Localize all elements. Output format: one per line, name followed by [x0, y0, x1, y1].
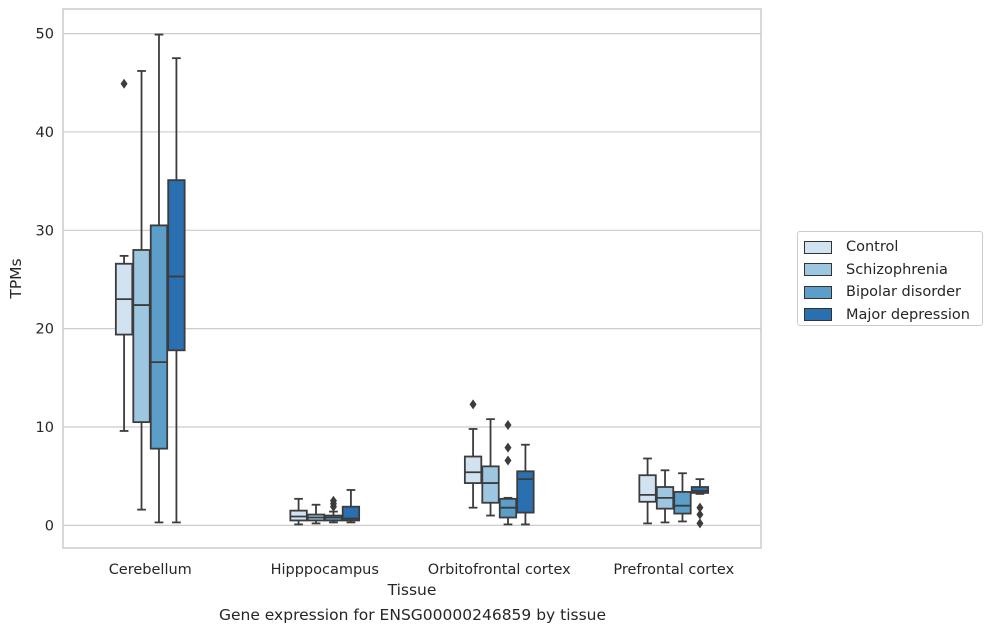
x-axis-label: Tissue — [387, 581, 437, 599]
legend-item-schizophrenia: Schizophrenia — [804, 259, 982, 282]
box-prefrontal-cortex-control — [638, 474, 657, 503]
box-orbitofrontal-cortex-control — [463, 455, 483, 484]
outlier-orbitofrontal-cortex-bipolar-disorder — [504, 420, 512, 431]
y-tick-label: 20 — [36, 322, 54, 338]
x-tick-label: Cerebellum — [109, 562, 192, 578]
box-prefrontal-cortex-major-depression — [690, 486, 710, 494]
box-orbitofrontal-cortex-schizophrenia — [481, 465, 500, 504]
y-tick-label: 0 — [45, 518, 54, 534]
outlier-prefrontal-cortex-major-depression — [696, 518, 704, 529]
legend-label-major-depression: Major depression — [846, 306, 970, 323]
box-cerebellum-schizophrenia — [132, 249, 151, 424]
y-axis-label: TPMs — [7, 258, 25, 299]
outlier-hipppocampus-bipolar-disorder — [329, 495, 337, 506]
box-prefrontal-cortex-bipolar-disorder — [673, 491, 692, 515]
legend-item-control: Control — [804, 236, 982, 259]
legend-swatch-bipolar-disorder — [804, 285, 832, 299]
y-tick-label: 50 — [36, 27, 54, 43]
x-tick-label: Prefrontal cortex — [613, 562, 734, 578]
outlier-cerebellum-control — [120, 78, 128, 89]
box-cerebellum-bipolar-disorder — [149, 224, 169, 450]
legend-label-schizophrenia: Schizophrenia — [846, 261, 948, 278]
outlier-prefrontal-cortex-major-depression — [696, 509, 704, 520]
y-tick-label: 40 — [36, 125, 54, 141]
legend-swatch-schizophrenia — [804, 263, 832, 277]
plot-frame — [62, 8, 762, 549]
y-tick-label: 10 — [36, 420, 54, 436]
legend: Control Schizophrenia Bipolar disorder M… — [797, 231, 983, 326]
box-orbitofrontal-cortex-major-depression — [516, 470, 535, 514]
box-cerebellum-major-depression — [167, 179, 186, 352]
box-hipppocampus-major-depression — [341, 505, 361, 522]
legend-label-bipolar-disorder: Bipolar disorder — [846, 284, 961, 301]
y-tick-label: 30 — [36, 223, 54, 239]
outlier-orbitofrontal-cortex-bipolar-disorder — [504, 442, 512, 453]
legend-swatch-major-depression — [804, 308, 832, 322]
outlier-orbitofrontal-cortex-control — [469, 399, 477, 410]
outlier-orbitofrontal-cortex-bipolar-disorder — [504, 455, 512, 466]
figure-caption: Gene expression for ENSG00000246859 by t… — [218, 606, 607, 624]
x-tick-label: Orbitofrontal cortex — [428, 562, 571, 578]
legend-item-bipolar-disorder: Bipolar disorder — [804, 281, 982, 304]
legend-swatch-control — [804, 240, 832, 254]
legend-label-control: Control — [846, 239, 899, 256]
box-hipppocampus-control — [289, 509, 308, 522]
x-tick-label: Hipppocampus — [271, 562, 379, 578]
outlier-prefrontal-cortex-major-depression — [696, 502, 704, 513]
legend-item-major-depression: Major depression — [804, 304, 982, 327]
